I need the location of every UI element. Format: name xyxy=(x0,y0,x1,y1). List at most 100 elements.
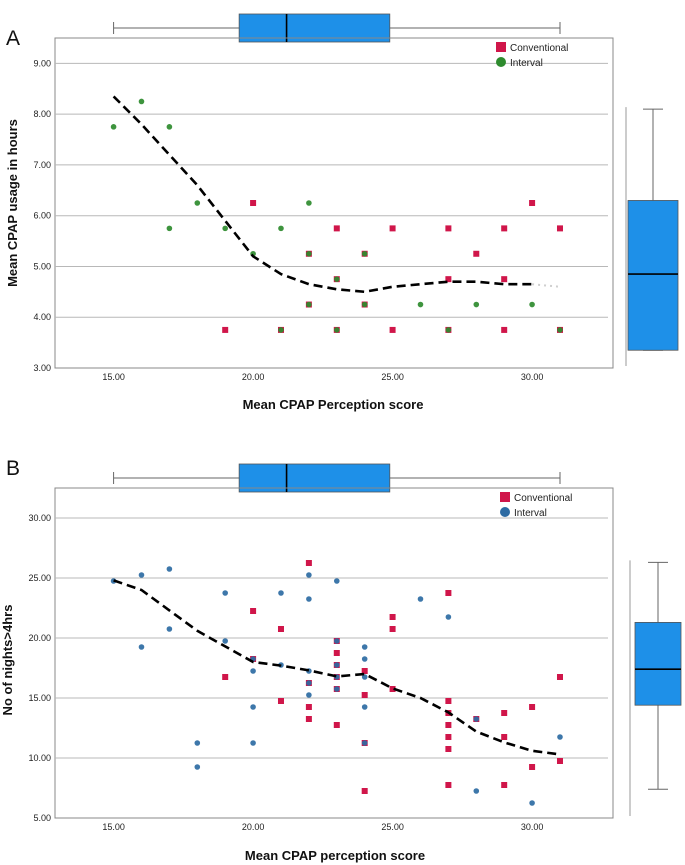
fit-line xyxy=(112,95,533,294)
data-point-interval xyxy=(306,596,312,602)
data-points-a xyxy=(110,98,563,333)
legend-marker-interval-a xyxy=(496,57,506,67)
y-tick-label: 25.00 xyxy=(28,573,51,583)
legend-label-interval-a: Interval xyxy=(510,58,543,69)
y-boxplot-b xyxy=(629,560,682,816)
data-point-interval xyxy=(361,250,368,257)
data-point-interval xyxy=(194,740,201,746)
y-boxplot-a xyxy=(625,107,679,366)
legend-marker-conventional-a xyxy=(496,42,506,52)
data-point-conventional xyxy=(501,734,508,740)
x-tick-label: 20.00 xyxy=(242,372,265,382)
data-point-interval xyxy=(361,674,368,680)
scatter-plot-b: 5.00 10.00 15.00 20.00 25.00 30.00 15.00 20.00… xyxy=(28,487,614,832)
scatter-plot-a: 3.00 4.00 5.00 6.00 7.00 8.00 9.00 15.00 20.00 2… xyxy=(33,37,614,382)
data-point-interval xyxy=(250,668,256,674)
box xyxy=(634,622,682,706)
data-point-conventional xyxy=(556,225,563,232)
data-point-conventional xyxy=(529,200,536,206)
data-point-interval xyxy=(306,250,312,257)
data-point-interval xyxy=(166,566,173,572)
data-point-conventional xyxy=(389,326,396,333)
data-point-conventional xyxy=(501,276,508,283)
data-point-interval xyxy=(138,98,145,105)
data-point-conventional xyxy=(277,626,284,632)
data-point-interval xyxy=(306,680,312,686)
fit-line-b xyxy=(113,579,561,756)
y-tick-label: 4.00 xyxy=(33,312,51,322)
data-point-interval xyxy=(278,327,284,333)
data-point-conventional xyxy=(222,674,229,680)
data-point-conventional xyxy=(445,225,452,232)
data-point-interval xyxy=(361,301,368,308)
data-point-interval xyxy=(138,572,145,578)
legend-label-interval-b: Interval xyxy=(514,508,547,519)
data-point-interval xyxy=(529,800,535,806)
data-point-interval xyxy=(361,644,368,650)
plot-frame-a xyxy=(54,37,614,369)
y-tick-label: 3.00 xyxy=(33,363,51,373)
box xyxy=(627,200,679,351)
data-point-conventional xyxy=(333,722,340,728)
data-point-interval xyxy=(417,596,424,602)
data-point-interval xyxy=(306,692,312,698)
data-point-conventional xyxy=(333,650,340,656)
legend-label-conventional-b: Conventional xyxy=(514,493,572,504)
legend-b: Conventional Interval xyxy=(500,492,572,519)
legend-label-conventional-a: Conventional xyxy=(510,43,568,54)
x-axis-title-a: Mean CPAP Perception score xyxy=(243,397,424,412)
data-point-interval xyxy=(306,572,312,578)
data-point-conventional xyxy=(389,626,396,632)
data-point-conventional xyxy=(556,674,563,680)
data-point-interval xyxy=(250,740,256,746)
data-point-interval xyxy=(278,590,284,596)
data-point-interval xyxy=(222,590,228,596)
data-point-interval xyxy=(361,740,368,746)
data-points-b xyxy=(110,560,563,806)
data-point-interval xyxy=(194,200,201,206)
box xyxy=(238,13,391,43)
data-point-interval xyxy=(306,301,312,308)
data-point-conventional xyxy=(389,614,396,620)
legend-a: Conventional Interval xyxy=(496,42,568,69)
data-point-conventional xyxy=(361,668,368,674)
panel-letter-a: A xyxy=(6,27,20,50)
data-point-conventional xyxy=(250,608,257,614)
data-point-conventional xyxy=(529,704,536,710)
data-point-conventional xyxy=(389,225,396,232)
data-point-interval xyxy=(445,327,452,333)
panel-a: A 3.00 4.00 5.00 6.00 7.00 8.00 9.00 15.00 20.0… xyxy=(5,13,679,412)
data-point-interval xyxy=(557,734,563,740)
data-point-interval xyxy=(138,644,145,650)
gridlines-b xyxy=(55,517,608,759)
x-boxplot-a xyxy=(113,13,561,43)
data-point-conventional xyxy=(250,200,257,206)
x-tick-label: 15.00 xyxy=(102,822,125,832)
data-point-interval xyxy=(473,716,480,722)
data-point-interval xyxy=(333,276,340,282)
data-point-interval xyxy=(445,614,452,620)
y-tick-label: 5.00 xyxy=(33,813,51,823)
data-point-conventional xyxy=(529,764,536,770)
x-axis-title-b: Mean CPAP perception score xyxy=(245,848,425,863)
data-point-conventional xyxy=(445,782,452,788)
y-tick-label: 5.00 xyxy=(33,261,51,271)
data-point-interval xyxy=(278,225,284,232)
data-point-interval xyxy=(110,124,117,130)
x-tick-label: 15.00 xyxy=(102,372,125,382)
data-point-conventional xyxy=(473,250,480,257)
data-point-interval xyxy=(333,638,340,644)
legend-marker-conventional-b xyxy=(500,492,510,502)
y-tick-label: 8.00 xyxy=(33,109,51,119)
x-tick-label: 25.00 xyxy=(381,372,404,382)
data-point-conventional xyxy=(305,716,312,722)
data-point-interval xyxy=(194,764,201,770)
data-point-conventional xyxy=(501,782,508,788)
y-tick-label: 7.00 xyxy=(33,160,51,170)
data-point-interval xyxy=(306,200,312,206)
data-point-interval xyxy=(222,225,228,232)
data-point-conventional xyxy=(361,692,368,698)
data-point-interval xyxy=(473,788,480,794)
legend-marker-interval-b xyxy=(500,507,510,517)
